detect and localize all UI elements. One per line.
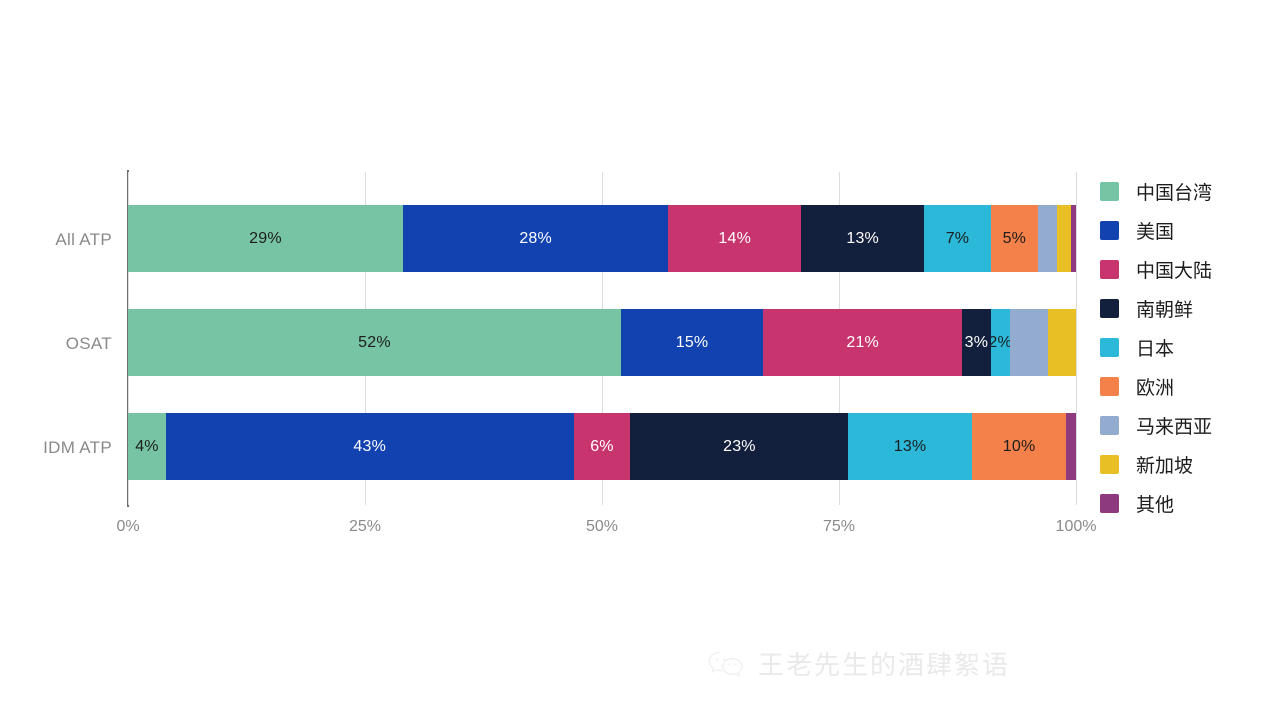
bar-segment[interactable]: 23%: [630, 413, 849, 480]
bar-segment[interactable]: 28%: [402, 205, 669, 272]
legend-item[interactable]: 美国: [1100, 211, 1275, 250]
bar-segment-label: 43%: [353, 437, 387, 455]
watermark-text: 王老先生的酒肆絮语: [758, 651, 1011, 681]
bar-segment[interactable]: 6%: [573, 413, 631, 480]
legend-item[interactable]: 中国台湾: [1100, 172, 1275, 211]
bar-segment[interactable]: 52%: [128, 309, 621, 376]
bar-segment-label: 52%: [358, 333, 391, 351]
bar-segment[interactable]: 2%: [990, 309, 1010, 376]
bar-segment-label: 7%: [945, 229, 970, 247]
bar-row: 4% 43% 6% 23% 13% 10%: [128, 413, 1076, 480]
bar-segment[interactable]: 3%: [962, 309, 991, 376]
bar-segment[interactable]: [1047, 309, 1076, 376]
legend-swatch: [1100, 260, 1119, 279]
bar-segment[interactable]: [1009, 309, 1048, 376]
legend-label: 日本: [1136, 338, 1175, 360]
legend-swatch: [1100, 494, 1119, 513]
bar-segment-label: 5%: [1002, 229, 1027, 247]
bar-segment-label: 6%: [590, 437, 614, 455]
legend-label: 马来西亚: [1136, 416, 1213, 438]
bar-segment[interactable]: 13%: [801, 205, 925, 272]
bar-segment[interactable]: 43%: [165, 413, 574, 480]
category-label: All ATP: [55, 230, 112, 249]
bar-segment-label: 23%: [723, 437, 756, 455]
bar-segment[interactable]: 14%: [668, 205, 802, 272]
bar-segment[interactable]: 4%: [128, 413, 166, 480]
legend-item[interactable]: 新加坡: [1100, 445, 1275, 484]
x-tick-label: 100%: [1055, 518, 1097, 535]
legend-label: 新加坡: [1136, 455, 1194, 477]
bar-segment[interactable]: 7%: [924, 205, 991, 272]
bar-segment[interactable]: [1066, 413, 1076, 480]
legend-swatch: [1100, 338, 1119, 357]
bar-segment-label: 28%: [519, 229, 552, 247]
bar-segment[interactable]: 10%: [971, 413, 1067, 480]
legend-label: 中国大陆: [1136, 260, 1213, 282]
bar-segment-label: 21%: [846, 333, 879, 351]
bar-row: 29% 28% 14% 13% 7% 5%: [128, 205, 1076, 272]
x-tick-label: 50%: [585, 518, 619, 535]
x-tick-label: 25%: [348, 518, 382, 535]
bar-segment[interactable]: [1038, 205, 1057, 272]
bar-row: 52% 15% 21% 3%2%: [128, 309, 1076, 376]
bar-segment[interactable]: 21%: [763, 309, 963, 376]
legend-item[interactable]: 马来西亚: [1100, 406, 1275, 445]
chart-legend: 中国台湾美国中国大陆南朝鲜日本欧洲马来西亚新加坡其他: [1100, 172, 1275, 523]
category-label: OSAT: [65, 334, 112, 353]
bar-segment-label: 13%: [846, 229, 879, 247]
legend-item[interactable]: 南朝鲜: [1100, 289, 1275, 328]
legend-item[interactable]: 中国大陆: [1100, 250, 1275, 289]
bar-segment[interactable]: [1057, 205, 1072, 272]
bar-segment-label: 13%: [893, 437, 927, 455]
wechat-icon: [706, 649, 746, 679]
bar-segment-label: 3%: [964, 333, 989, 351]
plot-area: 29% 28% 14% 13% 7% 5% 52% 15% 21% 3%2% 4% 43% 6% 23% 1…: [128, 172, 1077, 505]
x-tick-label: 0%: [116, 518, 140, 535]
legend-swatch: [1100, 299, 1119, 318]
bar-segment[interactable]: 29%: [128, 205, 403, 272]
legend-item[interactable]: 其他: [1100, 484, 1275, 523]
bar-segment-label: 2%: [990, 333, 1010, 351]
legend-label: 南朝鲜: [1136, 299, 1194, 321]
gridline: [1076, 172, 1077, 505]
watermark: 王老先生的酒肆絮语: [706, 645, 1010, 682]
legend-label: 欧洲: [1136, 377, 1175, 399]
bar-segment[interactable]: 15%: [620, 309, 764, 376]
legend-item[interactable]: 欧洲: [1100, 367, 1275, 406]
bar-segment-label: 29%: [249, 229, 282, 247]
legend-item[interactable]: 日本: [1100, 328, 1275, 367]
legend-label: 美国: [1136, 221, 1175, 243]
legend-swatch: [1100, 455, 1119, 474]
bar-segment-label: 15%: [675, 333, 709, 351]
legend-swatch: [1100, 377, 1119, 396]
legend-swatch: [1100, 416, 1119, 435]
bar-segment[interactable]: [1071, 205, 1076, 272]
category-label: IDM ATP: [43, 438, 112, 457]
bar-segment[interactable]: 5%: [990, 205, 1039, 272]
x-tick-label: 75%: [822, 518, 856, 535]
legend-swatch: [1100, 221, 1119, 240]
bar-segment-label: 14%: [718, 229, 752, 247]
legend-label: 中国台湾: [1136, 182, 1213, 204]
bar-segment-label: 4%: [135, 437, 159, 455]
bar-segment[interactable]: 13%: [848, 413, 972, 480]
bar-segment-label: 10%: [1002, 437, 1036, 455]
legend-label: 其他: [1136, 494, 1175, 516]
legend-swatch: [1100, 182, 1119, 201]
